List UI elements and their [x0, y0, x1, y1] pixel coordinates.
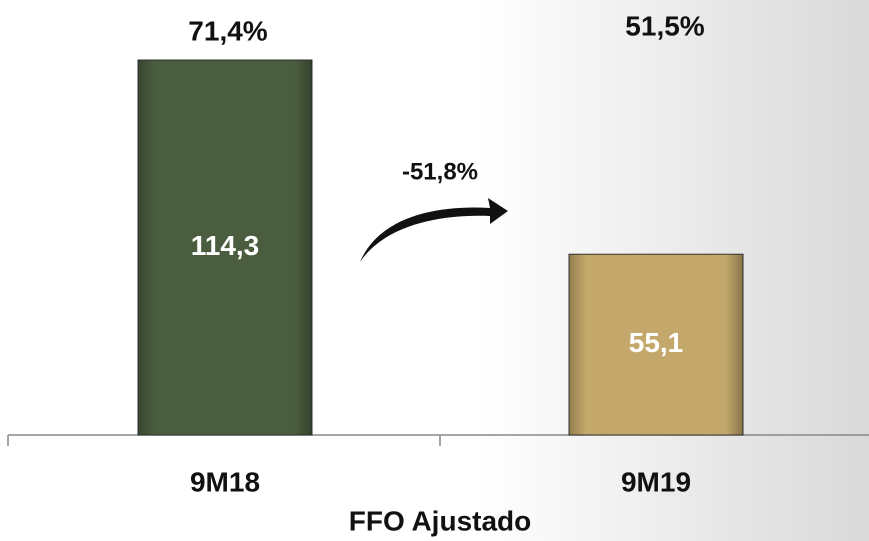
value-label: 114,3: [191, 230, 260, 261]
margin-label: 51,5%: [625, 10, 704, 41]
x-tick-label: 9M18: [190, 466, 260, 497]
bar-bevel: [138, 60, 312, 435]
change-arrow: [360, 198, 508, 262]
bar-bevel: [569, 254, 743, 435]
change-label: -51,8%: [402, 158, 478, 185]
value-label: 55,1: [629, 327, 684, 358]
x-axis-label: FFO Ajustado: [349, 505, 532, 536]
x-tick-label: 9M19: [621, 466, 691, 497]
margin-label: 71,4%: [188, 15, 267, 46]
